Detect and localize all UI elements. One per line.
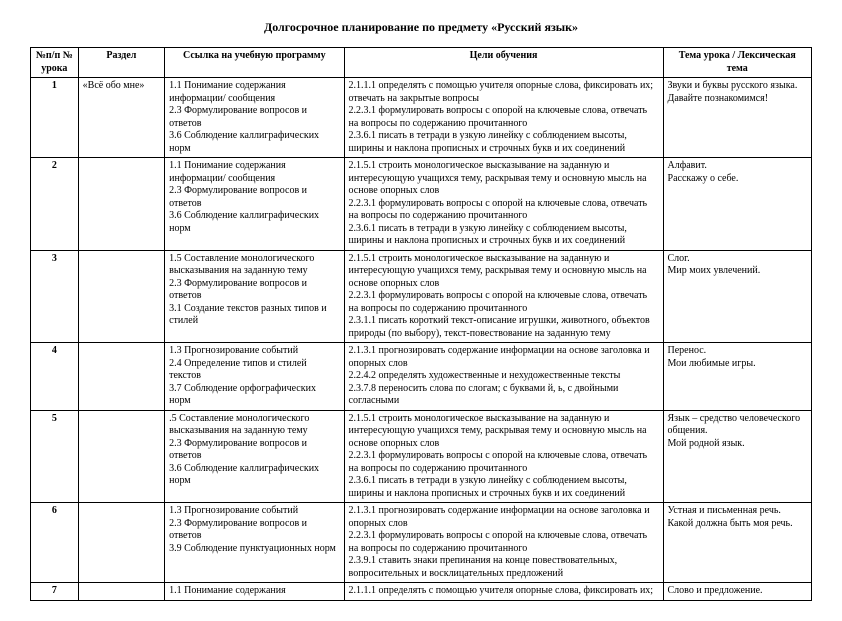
cell-num: 1: [31, 78, 79, 158]
cell-num: 6: [31, 503, 79, 583]
cell-topic: Перенос. Мои любимые игры.: [663, 343, 811, 411]
cell-topic: Устная и письменная речь. Какой должна б…: [663, 503, 811, 583]
table-row: 5 .5 Составление монологического высказыв…: [31, 410, 812, 503]
cell-section: «Всё обо мне»: [78, 78, 164, 158]
table-header-row: №п/п № урока Раздел Ссылка на учебную пр…: [31, 48, 812, 78]
header-num: №п/п № урока: [31, 48, 79, 78]
cell-ref: 1.3 Прогнозирование событий 2.4 Определе…: [165, 343, 344, 411]
cell-section: [78, 158, 164, 251]
cell-goals: 2.1.1.1 определять с помощью учителя опо…: [344, 78, 663, 158]
cell-num: 4: [31, 343, 79, 411]
cell-ref: 1.3 Прогнозирование событий 2.3 Формулир…: [165, 503, 344, 583]
table-row: 4 1.3 Прогнозирование событий 2.4 Определ…: [31, 343, 812, 411]
table-row: 1«Всё обо мне»1.1 Понимание содержания и…: [31, 78, 812, 158]
page-title: Долгосрочное планирование по предмету «Р…: [30, 20, 812, 35]
cell-num: 5: [31, 410, 79, 503]
cell-ref: 1.1 Понимание содержания: [165, 583, 344, 601]
header-ref: Ссылка на учебную программу: [165, 48, 344, 78]
cell-ref: 1.5 Составление монологического высказыв…: [165, 250, 344, 343]
cell-num: 2: [31, 158, 79, 251]
planning-table: №п/п № урока Раздел Ссылка на учебную пр…: [30, 47, 812, 601]
table-row: 3 1.5 Составление монологического высказы…: [31, 250, 812, 343]
table-row: 7 1.1 Понимание содержания2.1.1.1 определ…: [31, 583, 812, 601]
cell-goals: 2.1.5.1 строить монологическое высказыва…: [344, 158, 663, 251]
cell-topic: Слово и предложение.: [663, 583, 811, 601]
cell-section: [78, 410, 164, 503]
cell-section: [78, 503, 164, 583]
cell-goals: 2.1.3.1 прогнозировать содержание информ…: [344, 503, 663, 583]
cell-goals: 2.1.5.1 строить монологическое высказыва…: [344, 410, 663, 503]
cell-num: 3: [31, 250, 79, 343]
cell-ref: 1.1 Понимание содержания информации/ соо…: [165, 158, 344, 251]
cell-topic: Алфавит. Расскажу о себе.: [663, 158, 811, 251]
header-section: Раздел: [78, 48, 164, 78]
cell-ref: 1.1 Понимание содержания информации/ соо…: [165, 78, 344, 158]
header-topic: Тема урока / Лексическая тема: [663, 48, 811, 78]
cell-section: [78, 583, 164, 601]
cell-goals: 2.1.5.1 строить монологическое высказыва…: [344, 250, 663, 343]
table-row: 2 1.1 Понимание содержания информации/ со…: [31, 158, 812, 251]
cell-goals: 2.1.3.1 прогнозировать содержание информ…: [344, 343, 663, 411]
cell-topic: Звуки и буквы русского языка. Давайте по…: [663, 78, 811, 158]
cell-section: [78, 343, 164, 411]
cell-goals: 2.1.1.1 определять с помощью учителя опо…: [344, 583, 663, 601]
cell-topic: Язык – средство человеческого общения. М…: [663, 410, 811, 503]
cell-num: 7: [31, 583, 79, 601]
cell-topic: Слог. Мир моих увлечений.: [663, 250, 811, 343]
cell-ref: .5 Составление монологического высказыва…: [165, 410, 344, 503]
cell-section: [78, 250, 164, 343]
header-goals: Цели обучения: [344, 48, 663, 78]
table-row: 6 1.3 Прогнозирование событий 2.3 Формули…: [31, 503, 812, 583]
